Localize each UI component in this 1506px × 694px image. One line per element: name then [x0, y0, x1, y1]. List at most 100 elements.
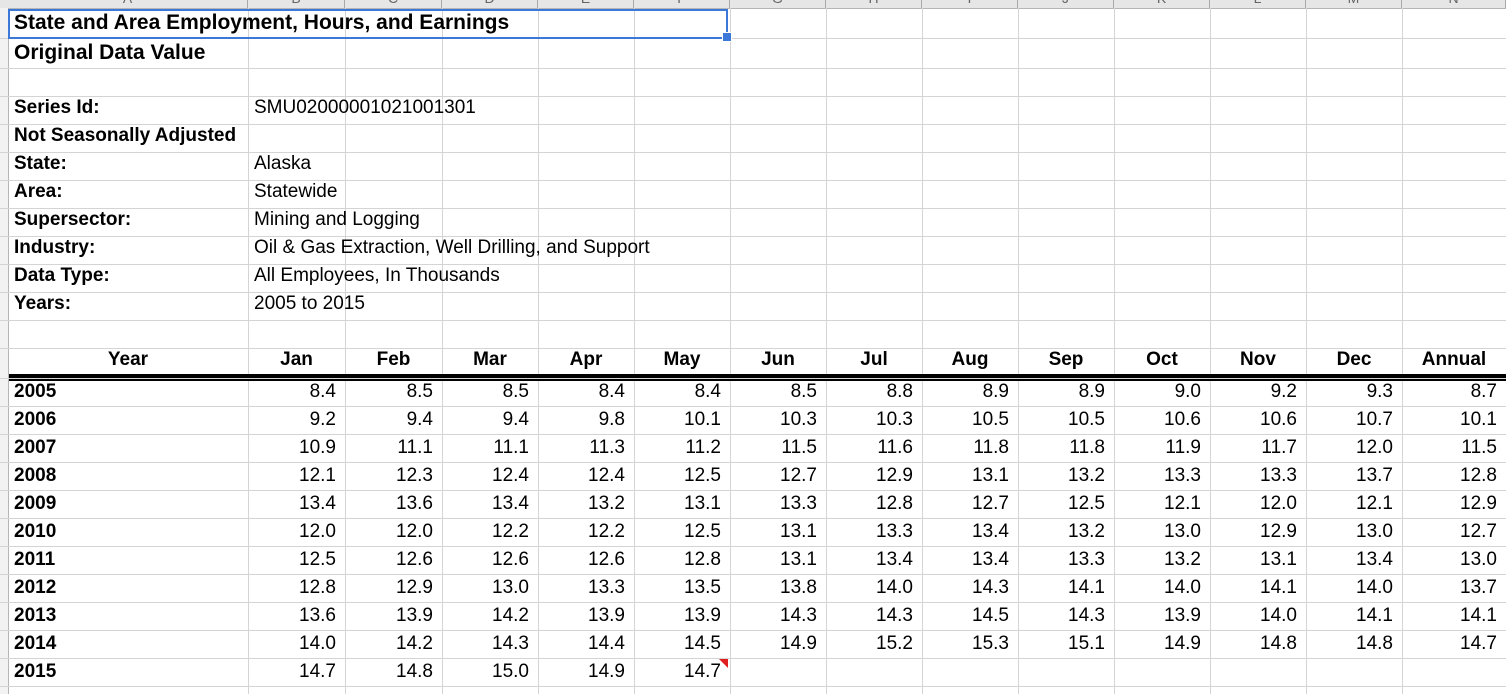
table-cell[interactable]: 8.5 — [790, 381, 817, 402]
table-cell[interactable]: 9.3 — [1366, 381, 1393, 402]
table-cell[interactable]: 8.4 — [694, 381, 721, 402]
year-cell[interactable]: 2014 — [14, 633, 57, 654]
meta-label[interactable]: Area: — [14, 181, 63, 202]
table-cell[interactable]: 11.1 — [493, 437, 529, 458]
table-cell[interactable]: 13.7 — [1460, 577, 1497, 598]
table-cell[interactable]: 13.4 — [492, 493, 529, 514]
table-cell[interactable]: 12.5 — [299, 549, 336, 570]
meta-value[interactable]: Statewide — [254, 181, 338, 202]
table-cell[interactable]: 15.2 — [876, 633, 913, 654]
table-cell[interactable]: 13.1 — [1260, 549, 1297, 570]
sheet-title[interactable]: State and Area Employment, Hours, and Ea… — [14, 11, 510, 34]
table-cell[interactable]: 13.4 — [972, 521, 1009, 542]
meta-value[interactable]: All Employees, In Thousands — [254, 265, 500, 286]
year-cell[interactable]: 2010 — [14, 521, 57, 542]
table-cell[interactable]: 12.1 — [299, 465, 336, 486]
table-header-apr[interactable]: Apr — [569, 349, 603, 370]
table-header-may[interactable]: May — [663, 349, 701, 370]
column-header-m[interactable]: M — [1306, 0, 1402, 8]
table-cell[interactable]: 13.9 — [588, 605, 625, 626]
table-cell[interactable]: 14.7 — [1460, 633, 1497, 654]
table-cell[interactable]: 9.2 — [1270, 381, 1297, 402]
table-cell[interactable]: 10.3 — [876, 409, 913, 430]
table-cell[interactable]: 12.6 — [588, 549, 625, 570]
table-cell[interactable]: 12.0 — [396, 521, 433, 542]
meta-label[interactable]: State: — [14, 153, 67, 174]
table-cell[interactable]: 14.0 — [1260, 605, 1297, 626]
table-cell[interactable]: 12.7 — [1460, 521, 1497, 542]
table-cell[interactable]: 12.2 — [588, 521, 625, 542]
table-cell[interactable]: 13.2 — [1164, 549, 1201, 570]
year-cell[interactable]: 2011 — [14, 549, 56, 570]
table-cell[interactable]: 12.1 — [1356, 493, 1393, 514]
table-header-jan[interactable]: Jan — [280, 349, 313, 370]
table-header-jun[interactable]: Jun — [761, 349, 795, 370]
table-cell[interactable]: 11.5 — [781, 437, 817, 458]
year-cell[interactable]: 2009 — [14, 493, 57, 514]
table-cell[interactable]: 14.5 — [972, 605, 1009, 626]
table-cell[interactable]: 12.6 — [396, 549, 433, 570]
table-cell[interactable]: 10.1 — [684, 409, 721, 430]
table-cell[interactable]: 13.9 — [1164, 605, 1201, 626]
table-cell[interactable]: 13.2 — [1068, 521, 1105, 542]
year-cell[interactable]: 2008 — [14, 465, 57, 486]
fill-handle[interactable] — [722, 32, 732, 42]
table-cell[interactable]: 12.3 — [396, 465, 433, 486]
column-header-i[interactable]: I — [922, 0, 1018, 8]
table-cell[interactable]: 8.9 — [982, 381, 1009, 402]
table-cell[interactable]: 12.4 — [588, 465, 625, 486]
table-cell[interactable]: 11.1 — [397, 437, 433, 458]
table-cell[interactable]: 14.0 — [299, 633, 336, 654]
table-cell[interactable]: 14.3 — [876, 605, 913, 626]
table-cell[interactable]: 8.5 — [406, 381, 433, 402]
table-cell[interactable]: 14.8 — [1356, 633, 1393, 654]
table-cell[interactable]: 9.2 — [309, 409, 336, 430]
table-cell[interactable]: 14.3 — [780, 605, 817, 626]
table-cell[interactable]: 12.8 — [1460, 465, 1497, 486]
year-cell[interactable]: 2012 — [14, 577, 57, 598]
table-header-dec[interactable]: Dec — [1336, 349, 1372, 370]
table-cell[interactable]: 14.5 — [684, 633, 721, 654]
table-cell[interactable]: 12.8 — [876, 493, 913, 514]
table-cell[interactable]: 11.7 — [1261, 437, 1297, 458]
table-cell[interactable]: 15.0 — [492, 661, 529, 682]
table-cell[interactable]: 12.0 — [1356, 437, 1393, 458]
table-cell[interactable]: 9.4 — [406, 409, 433, 430]
table-cell[interactable]: 12.7 — [780, 465, 817, 486]
meta-label[interactable]: Data Type: — [14, 265, 110, 286]
table-cell[interactable]: 8.8 — [886, 381, 913, 402]
table-header-annual[interactable]: Annual — [1421, 349, 1487, 370]
table-cell[interactable]: 12.7 — [972, 493, 1009, 514]
meta-value[interactable]: SMU02000001021001301 — [254, 97, 476, 118]
column-header-l[interactable]: L — [1210, 0, 1306, 8]
table-header-nov[interactable]: Nov — [1240, 349, 1276, 370]
table-cell[interactable]: 11.3 — [589, 437, 625, 458]
table-cell[interactable]: 12.1 — [1164, 493, 1201, 514]
table-cell[interactable]: 12.9 — [396, 577, 433, 598]
table-cell[interactable]: 8.4 — [309, 381, 336, 402]
meta-label[interactable]: Series Id: — [14, 97, 100, 118]
column-header-g[interactable]: G — [730, 0, 826, 8]
table-cell[interactable]: 11.5 — [1461, 437, 1497, 458]
spreadsheet-grid[interactable] — [0, 8, 1506, 694]
table-cell[interactable]: 13.1 — [780, 521, 817, 542]
table-cell[interactable]: 14.1 — [1460, 605, 1497, 626]
table-cell[interactable]: 10.6 — [1164, 409, 1201, 430]
table-cell[interactable]: 13.0 — [1460, 549, 1497, 570]
meta-value[interactable]: Oil & Gas Extraction, Well Drilling, and… — [254, 237, 650, 258]
column-header-e[interactable]: E — [538, 0, 634, 8]
year-cell[interactable]: 2007 — [14, 437, 57, 458]
table-cell[interactable]: 9.0 — [1174, 381, 1201, 402]
table-cell[interactable]: 14.9 — [588, 661, 625, 682]
table-header-aug[interactable]: Aug — [951, 349, 989, 370]
table-cell[interactable]: 13.1 — [684, 493, 721, 514]
table-cell[interactable]: 13.3 — [780, 493, 817, 514]
row-header-edge[interactable] — [0, 8, 9, 694]
table-header-oct[interactable]: Oct — [1146, 349, 1178, 370]
table-cell[interactable]: 14.8 — [1260, 633, 1297, 654]
table-cell[interactable]: 10.3 — [780, 409, 817, 430]
table-cell[interactable]: 14.0 — [1164, 577, 1201, 598]
table-cell[interactable]: 8.9 — [1078, 381, 1105, 402]
table-cell[interactable]: 11.8 — [1069, 437, 1105, 458]
table-cell[interactable]: 15.1 — [1068, 633, 1105, 654]
